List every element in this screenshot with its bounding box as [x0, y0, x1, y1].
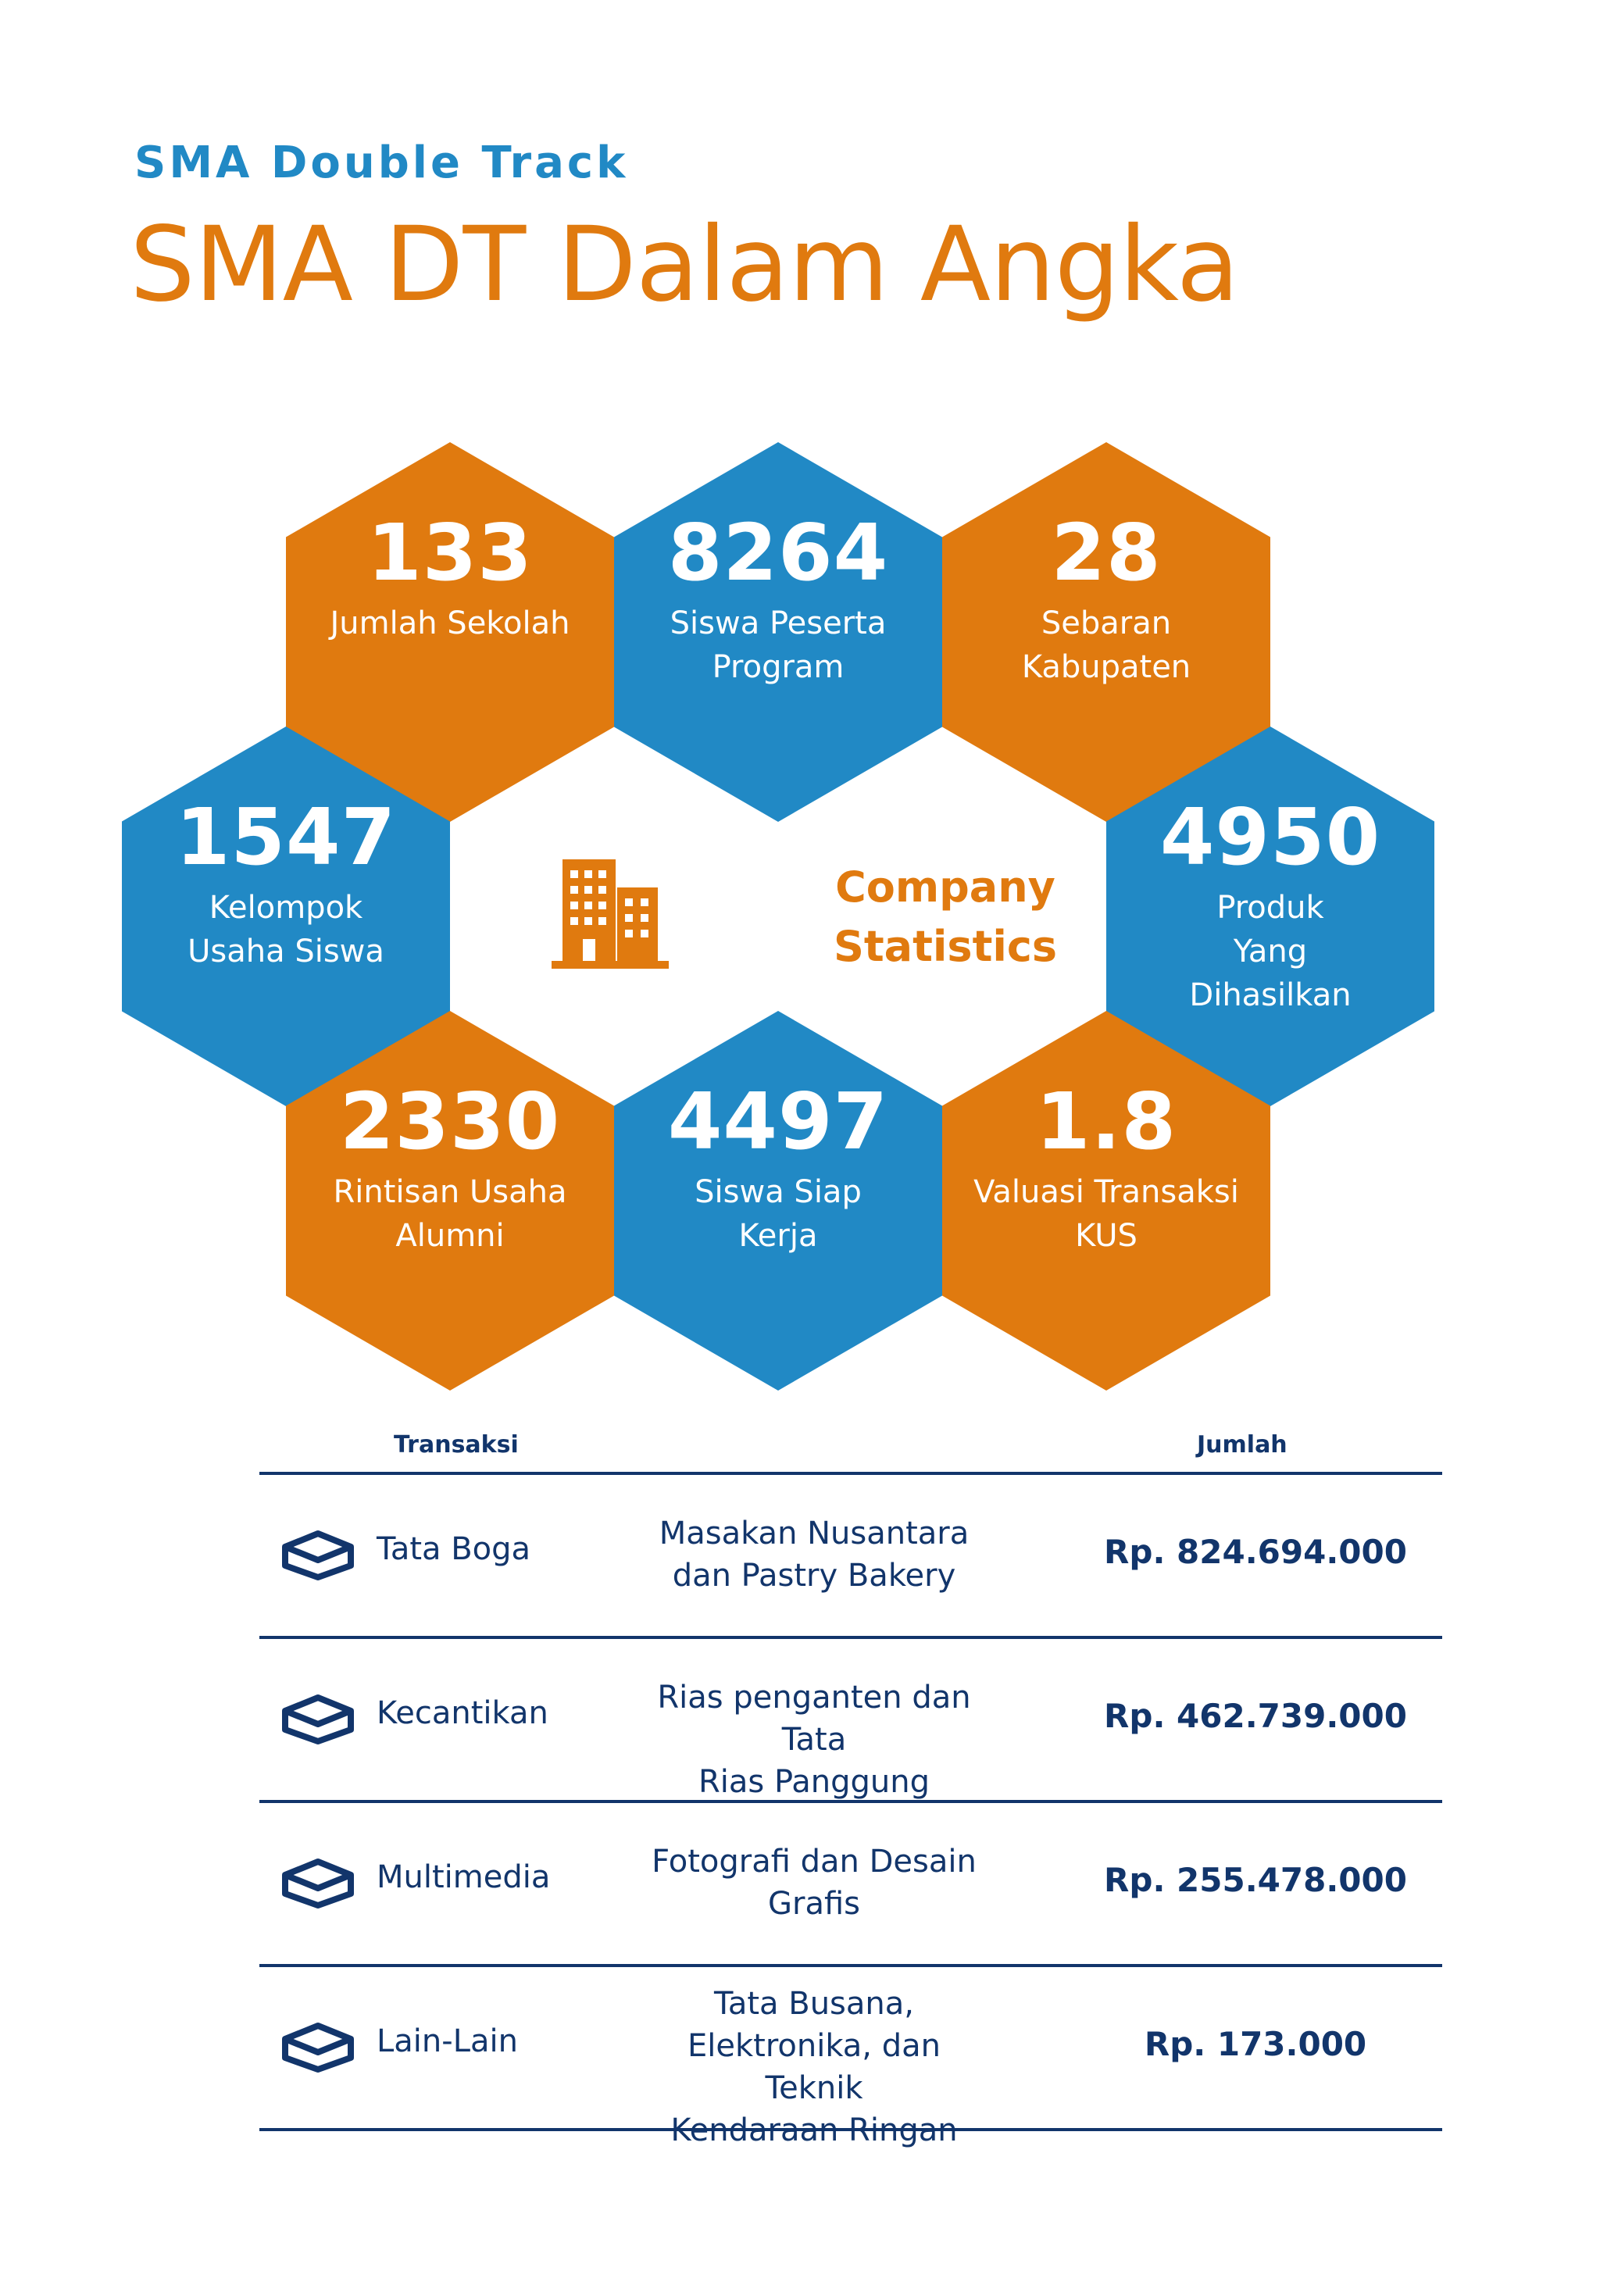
hex-sebaran-kabupaten: 28 Sebaran Kabupaten	[942, 442, 1270, 822]
page-title: SMA DT Dalam Angka	[130, 205, 1240, 325]
divider	[259, 1800, 1442, 1803]
hex-siswa-peserta: 8264 Siswa Peserta Program	[614, 442, 942, 822]
row-description: Rias penganten dan Tata Rias Panggung	[657, 1680, 971, 1800]
row-amount: Rp. 462.739.000	[1104, 1697, 1407, 1735]
box-icon	[282, 1694, 354, 1744]
hex-value: 4950	[1159, 791, 1381, 883]
hex-siswa-siap-kerja: 4497 Siswa Siap Kerja	[614, 1011, 942, 1391]
table-row: Kecantikan Rias penganten dan Tata Rias …	[259, 1639, 1442, 1800]
box-icon	[282, 1859, 354, 1909]
hex-rintisan-usaha: 2330 Rintisan Usaha Alumni	[286, 1011, 614, 1391]
hex-value: 133	[367, 507, 533, 598]
row-category: Tata Boga	[377, 1531, 531, 1567]
row-category: Lain-Lain	[377, 2023, 518, 2059]
hex-value: 28	[1051, 507, 1162, 598]
row-description: Tata Busana, Elektronika, dan Teknik Ken…	[670, 1986, 958, 2148]
hex-value: 1547	[175, 791, 397, 883]
hex-label: Produk Yang Dihasilkan	[1189, 890, 1352, 1013]
row-category: Multimedia	[377, 1859, 551, 1895]
divider	[259, 2128, 1442, 2131]
row-amount: Rp. 824.694.000	[1104, 1533, 1407, 1571]
center-label: Company Statistics	[833, 862, 1058, 971]
box-icon	[282, 1530, 354, 1580]
hex-label: Valuasi Transaksi KUS	[973, 1174, 1239, 1254]
box-icon	[282, 2023, 354, 2073]
table-row: Multimedia Fotografi dan Desain Grafis R…	[259, 1803, 1442, 1964]
hex-value: 1.8	[1035, 1076, 1177, 1167]
hex-value: 2330	[339, 1076, 561, 1167]
transaction-table: Transaksi Jumlah Tata Boga Masakan Nusan…	[259, 1422, 1442, 2148]
header-transaksi: Transaksi	[394, 1431, 519, 1459]
hex-label: Siswa Peserta Program	[670, 605, 887, 685]
hex-label: Siswa Siap Kerja	[695, 1174, 862, 1254]
divider	[259, 1636, 1442, 1639]
row-description: Masakan Nusantara dan Pastry Bakery	[659, 1516, 970, 1594]
hex-label: Rintisan Usaha Alumni	[333, 1174, 567, 1254]
hex-value: 8264	[667, 507, 889, 598]
hex-kelompok-usaha: 1547 Kelompok Usaha Siswa	[122, 727, 450, 1106]
row-description: Fotografi dan Desain Grafis	[652, 1844, 977, 1922]
hex-label: Sebaran Kabupaten	[1021, 605, 1191, 685]
row-amount: Rp. 173.000	[1144, 2025, 1367, 2063]
table-row: Lain-Lain Tata Busana, Elektronika, dan …	[259, 1967, 1442, 2148]
hex-label: Kelompok Usaha Siswa	[188, 890, 384, 969]
row-category: Kecantikan	[377, 1695, 548, 1731]
divider	[259, 1964, 1442, 1967]
header-jumlah: Jumlah	[1197, 1431, 1288, 1459]
divider	[259, 1472, 1442, 1475]
hex-label: Jumlah Sekolah	[330, 605, 570, 641]
hex-valuasi-transaksi: 1.8 Valuasi Transaksi KUS	[942, 1011, 1270, 1391]
table-row: Tata Boga Masakan Nusantara dan Pastry B…	[259, 1475, 1442, 1636]
table-header: Transaksi Jumlah	[259, 1422, 1442, 1472]
hex-value: 4497	[667, 1076, 889, 1167]
building-icon	[552, 859, 669, 969]
subtitle: SMA Double Track	[134, 137, 629, 188]
row-amount: Rp. 255.478.000	[1104, 1861, 1407, 1899]
